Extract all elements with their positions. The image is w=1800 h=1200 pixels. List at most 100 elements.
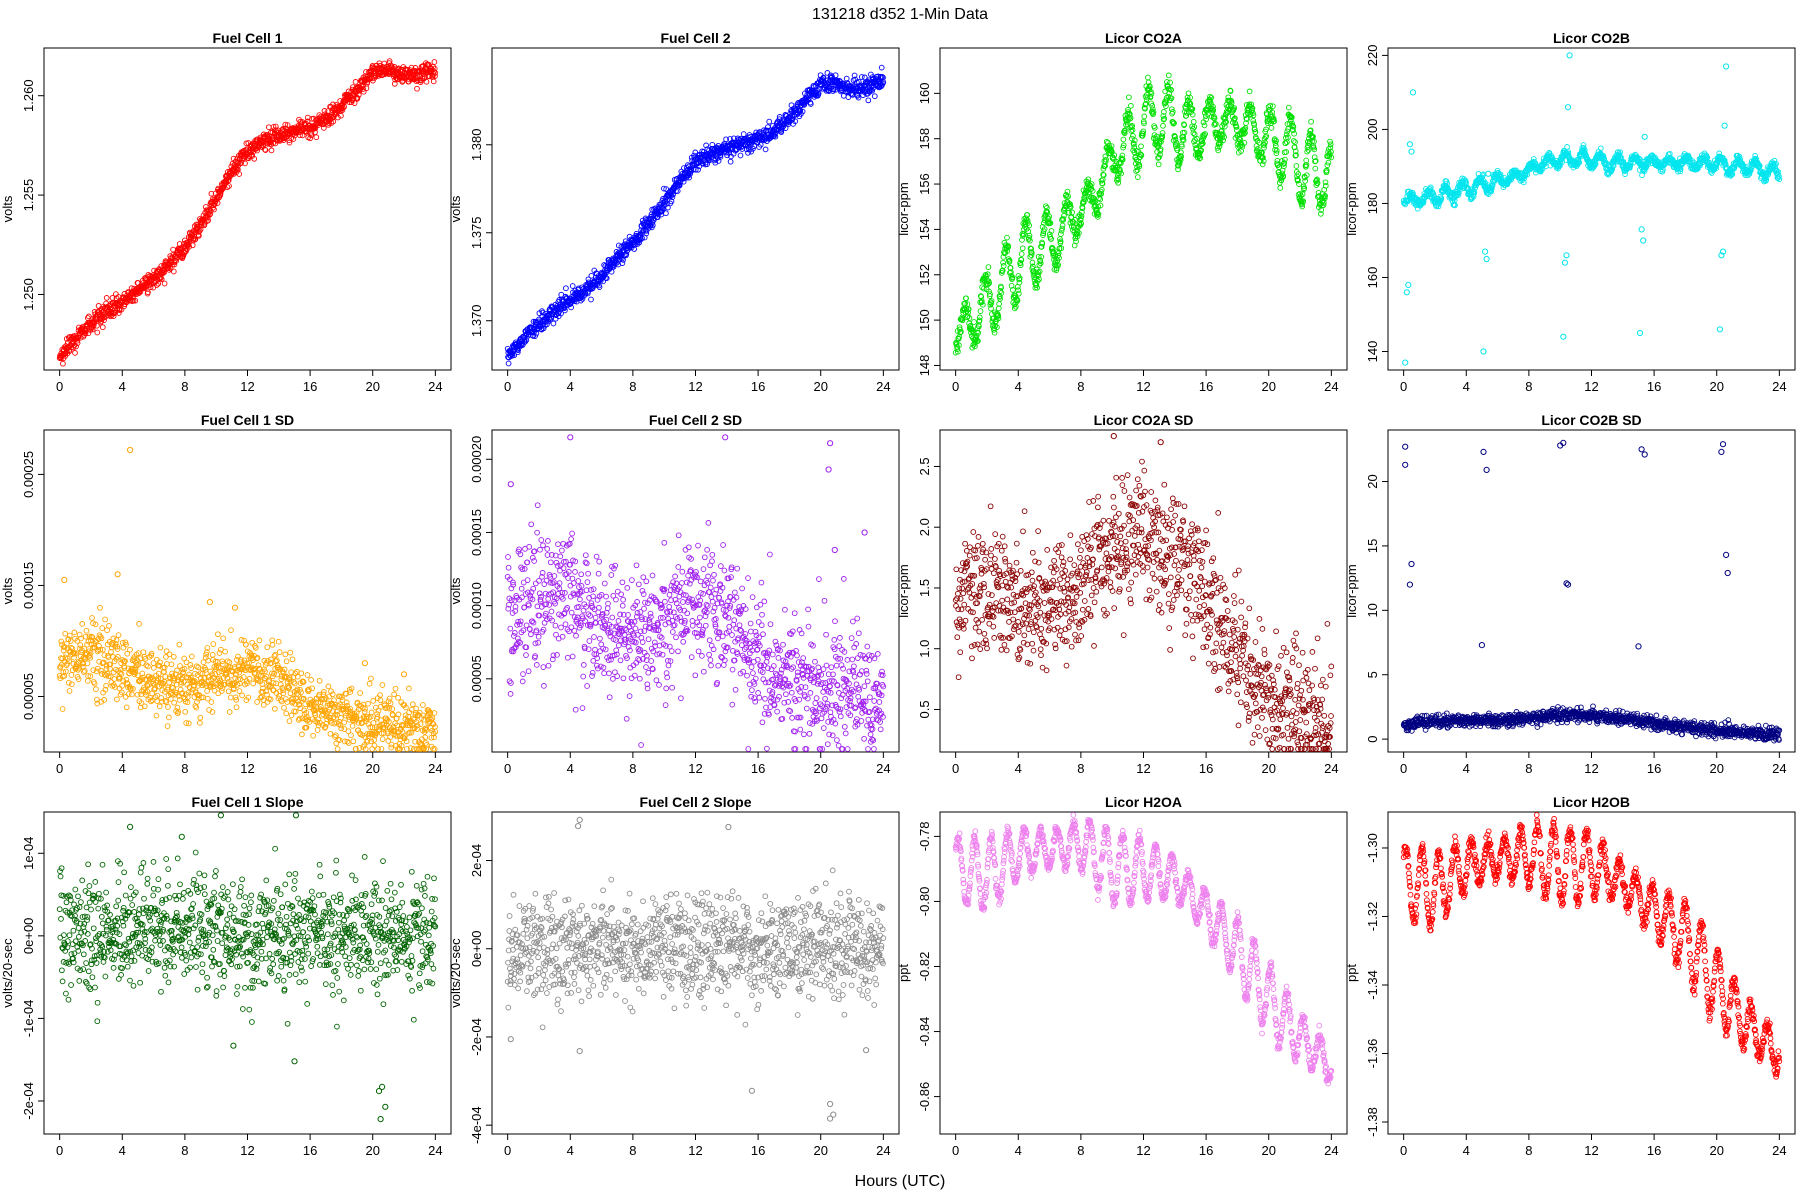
- data-point: [93, 686, 99, 693]
- data-point: [762, 146, 769, 153]
- data-point: [236, 171, 243, 177]
- data-point: [155, 280, 161, 287]
- x-tick-label: 20: [365, 761, 379, 776]
- y-tick-label: 154: [917, 219, 932, 241]
- data-point: [639, 235, 645, 242]
- x-tick-label: 16: [303, 379, 317, 394]
- x-tick-label: 12: [1584, 379, 1598, 394]
- data-point: [603, 275, 610, 282]
- data-points: [504, 64, 887, 367]
- data-point: [568, 304, 574, 311]
- panel-title: Licor CO2B: [1553, 30, 1630, 46]
- data-point: [1285, 104, 1292, 111]
- outlier-point: [1638, 226, 1645, 233]
- data-point: [620, 257, 626, 263]
- data-point: [214, 200, 221, 206]
- data-point: [985, 264, 992, 270]
- data-point: [145, 289, 151, 296]
- x-tick-label: 8: [181, 761, 188, 776]
- data-point: [251, 155, 258, 162]
- data-point: [649, 222, 656, 229]
- data-point: [555, 310, 561, 317]
- data-point: [167, 265, 174, 272]
- outlier-point: [1636, 329, 1644, 337]
- y-tick-label: 148: [917, 355, 932, 377]
- data-point: [103, 295, 110, 301]
- data-point: [74, 340, 81, 346]
- y-tick-label: 1.380: [469, 129, 484, 162]
- data-point: [355, 91, 362, 98]
- outlier-point: [1482, 248, 1489, 255]
- data-point: [392, 66, 399, 73]
- x-tick-label: 16: [1199, 379, 1213, 394]
- data-point: [878, 64, 885, 71]
- y-axis-label: volts: [0, 195, 15, 222]
- data-point: [59, 706, 66, 712]
- data-point: [563, 285, 569, 292]
- data-point: [550, 320, 557, 327]
- data-point: [1128, 102, 1134, 109]
- data-point: [539, 309, 546, 316]
- data-point: [766, 118, 773, 125]
- data-point: [670, 191, 676, 198]
- data-point: [596, 284, 603, 290]
- data-point: [106, 622, 112, 629]
- data-point: [202, 204, 209, 210]
- data-point: [1159, 130, 1166, 136]
- data-point: [84, 678, 91, 684]
- data-point: [673, 188, 679, 194]
- data-point: [129, 691, 135, 698]
- y-tick-label: 1.260: [21, 79, 36, 112]
- data-point: [99, 324, 106, 331]
- outlier-point: [1564, 104, 1572, 111]
- data-point: [115, 632, 122, 638]
- data-point: [79, 621, 86, 627]
- x-tick-label: 20: [365, 379, 379, 394]
- data-point: [242, 160, 248, 167]
- data-point: [1292, 139, 1298, 145]
- panel-title: Licor CO2A: [1105, 30, 1182, 46]
- x-tick-label: 12: [1136, 379, 1150, 394]
- data-point: [569, 283, 576, 289]
- data-points: [56, 58, 439, 367]
- data-point: [1190, 118, 1197, 125]
- data-point: [356, 84, 363, 91]
- outlier-point: [1409, 89, 1417, 96]
- data-point: [231, 162, 238, 168]
- data-point: [865, 97, 872, 104]
- data-point: [307, 135, 313, 142]
- data-point: [737, 152, 744, 159]
- y-tick-label: 156: [917, 173, 932, 195]
- data-point: [1246, 88, 1253, 95]
- data-point: [612, 257, 619, 263]
- data-point: [290, 136, 297, 142]
- data-point: [623, 251, 630, 257]
- x-tick-label: 8: [1077, 379, 1084, 394]
- data-point: [99, 625, 106, 631]
- data-point: [663, 210, 669, 217]
- plot-frame: [491, 47, 900, 371]
- data-point: [676, 182, 683, 189]
- outlier-point: [1403, 289, 1410, 296]
- data-point: [388, 63, 395, 70]
- data-point: [1191, 131, 1198, 138]
- data-point: [312, 125, 319, 132]
- data-point: [158, 276, 165, 282]
- data-point: [161, 280, 168, 287]
- data-point: [523, 337, 530, 343]
- data-point: [1203, 116, 1209, 123]
- data-point: [1018, 251, 1025, 257]
- data-point: [83, 627, 90, 634]
- data-point: [87, 655, 93, 661]
- x-tick-label: 24: [876, 379, 890, 394]
- x-tick-label: 24: [1324, 379, 1338, 394]
- data-point: [1097, 196, 1104, 203]
- data-point: [68, 672, 75, 678]
- figure-title: 131218 d352 1-Min Data: [812, 6, 988, 23]
- data-point: [1073, 238, 1079, 245]
- data-point: [95, 303, 102, 309]
- data-point: [153, 282, 160, 288]
